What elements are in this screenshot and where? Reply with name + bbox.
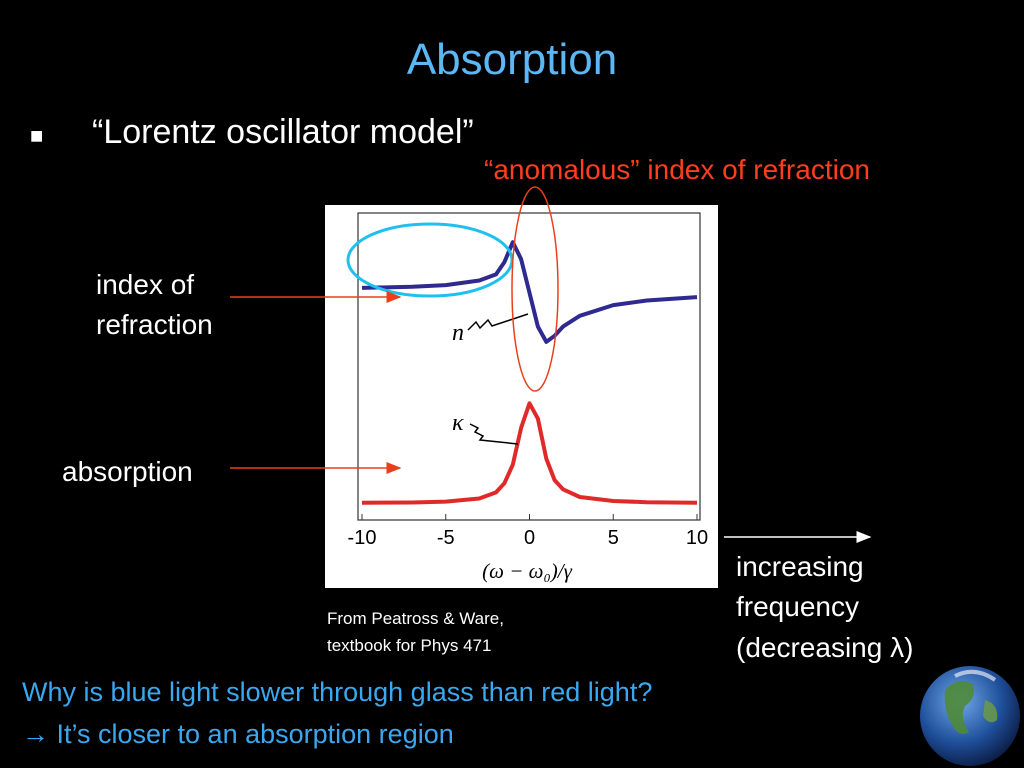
label: increasing — [736, 551, 864, 582]
answer: → It’s closer to an absorption region — [22, 719, 454, 749]
label: index of — [96, 269, 194, 300]
series-line — [361, 240, 698, 344]
pointer — [469, 423, 519, 445]
annotation: “anomalous” index of refraction — [484, 154, 870, 185]
series-label: κ — [452, 410, 464, 436]
plot: -10 -5 0 5 10 — [348, 240, 708, 549]
question: Why is blue light slower through glass t… — [22, 677, 652, 707]
bullet-text: “Lorentz oscillator model” — [92, 113, 474, 151]
highlight-ellipse — [346, 222, 514, 298]
x-tick-label: 10 — [686, 527, 708, 549]
series-label: n — [452, 320, 464, 346]
x-tick-label: 0 — [524, 527, 535, 549]
earth — [920, 666, 1020, 766]
pointer — [467, 313, 529, 331]
source: From Peatross & Ware, — [327, 609, 504, 628]
label: frequency — [736, 591, 859, 622]
label: refraction — [96, 309, 213, 340]
slide-title: Absorption — [407, 35, 617, 84]
x-axis-label: (ω − ω₀)/γ — [482, 559, 572, 583]
x-tick-label: -5 — [437, 527, 455, 549]
x-tick-label: 5 — [608, 527, 619, 549]
label: absorption — [62, 456, 193, 487]
series-line — [361, 401, 698, 505]
bullet-marker: ■ — [30, 123, 43, 148]
source: textbook for Phys 471 — [327, 636, 491, 655]
label: (decreasing λ) — [736, 632, 913, 663]
highlight-ellipse — [511, 186, 559, 392]
x-tick-label: -10 — [348, 527, 377, 549]
